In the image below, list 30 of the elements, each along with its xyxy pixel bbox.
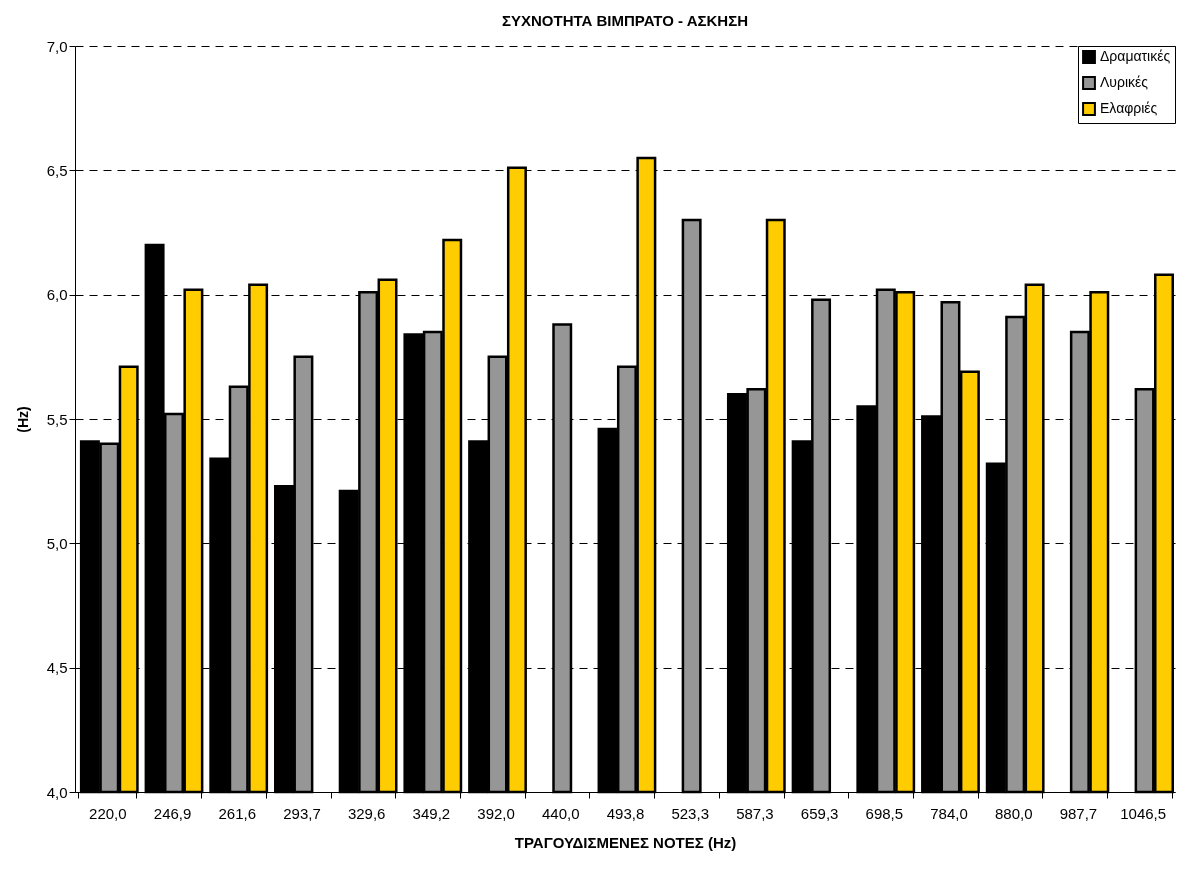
- x-tick-label: 220,0: [89, 804, 127, 822]
- x-tick-label: 349,2: [412, 804, 451, 822]
- legend-label: Δραματικές: [1100, 48, 1171, 64]
- x-tick-label: 440,0: [542, 804, 580, 822]
- y-tick-label: 4,0: [46, 783, 68, 801]
- chart-title: ΣΥΧΝΟΤΗΤΑ ΒΙΜΠΡΑΤΟ - ΑΣΚΗΣΗ: [501, 12, 749, 29]
- x-tick-label: 493,8: [606, 804, 645, 822]
- x-tick-label: 293,7: [283, 804, 321, 822]
- legend-label: Λυρικές: [1100, 74, 1149, 90]
- x-tick-label: 659,3: [800, 804, 839, 822]
- y-tick-label: 7,0: [46, 37, 68, 55]
- legend-label: Ελαφριές: [1100, 100, 1158, 116]
- x-tick-label: 587,3: [736, 804, 774, 822]
- x-tick-label: 698,5: [865, 804, 904, 822]
- x-tick-label: 1046,5: [1120, 804, 1167, 822]
- y-tick-label: 4,5: [46, 659, 68, 677]
- x-tick-label: 523,3: [671, 804, 709, 822]
- x-tick-label: 880,0: [994, 804, 1033, 822]
- y-tick-label: 5,5: [46, 410, 68, 428]
- x-tick-label: 784,0: [930, 804, 968, 822]
- x-tick-label: 392,0: [477, 804, 515, 822]
- x-tick-label: 329,6: [347, 804, 386, 822]
- y-tick-label: 5,0: [46, 534, 68, 552]
- x-tick-label: 246,9: [153, 804, 192, 822]
- x-tick-label: 261,6: [218, 804, 257, 822]
- y-tick-label: 6,5: [46, 161, 68, 179]
- x-axis-title: ΤΡΑΓΟΥΔΙΣΜΕΝΕΣ ΝΟΤΕΣ (Hz): [514, 833, 737, 851]
- y-axis-title: (Hz): [14, 406, 31, 433]
- x-tick-label: 987,7: [1059, 804, 1098, 822]
- y-tick-label: 6,0: [46, 286, 68, 304]
